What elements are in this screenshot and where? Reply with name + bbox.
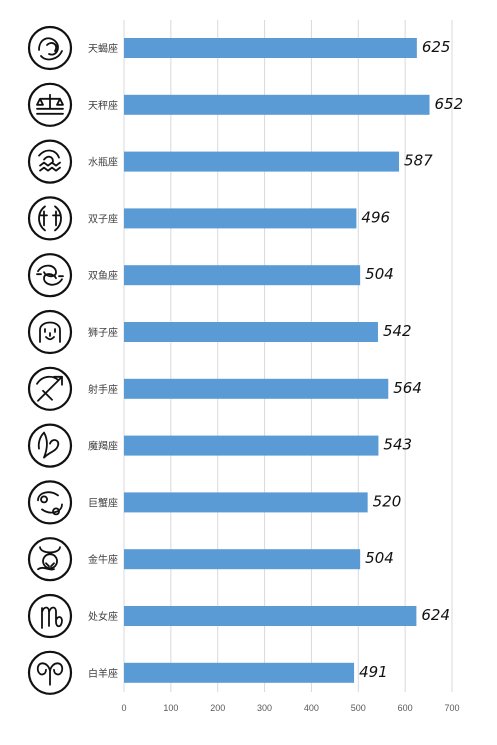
icon-ring	[27, 593, 73, 639]
bar	[124, 549, 361, 570]
bar	[124, 94, 430, 115]
value-label: 587	[404, 152, 433, 170]
value-labels: 625 652 587 496 504 542 564 543 520 504 624 491	[359, 38, 463, 681]
icon-glyph	[37, 431, 60, 459]
value-label: 625	[422, 38, 451, 56]
aries-icon	[27, 650, 73, 695]
virgo-icon	[27, 593, 73, 639]
capricorn-icon	[27, 423, 73, 468]
value-label: 624	[421, 606, 450, 624]
sagittarius-icon	[27, 366, 73, 411]
bar	[124, 662, 355, 683]
value-label: 652	[435, 95, 464, 113]
category-label: 金牛座	[88, 553, 118, 566]
bar	[124, 378, 389, 399]
category-label: 水瓶座	[88, 156, 118, 169]
value-label: 564	[393, 379, 422, 397]
category-label: 天秤座	[88, 99, 118, 112]
category-label: 狮子座	[88, 326, 118, 339]
icon-glyph	[38, 37, 63, 61]
value-label: 504	[365, 549, 394, 567]
category-label: 射手座	[88, 383, 118, 396]
category-label: 巨蟹座	[88, 496, 118, 509]
icon-ring	[27, 139, 73, 184]
icon-ring	[27, 537, 73, 582]
gemini-icon	[27, 196, 73, 241]
icon-ring	[27, 309, 73, 355]
icon-ring	[27, 423, 73, 468]
bars	[124, 38, 430, 683]
icon-glyph	[36, 375, 63, 402]
x-tick-label: 400	[304, 703, 319, 713]
bar	[124, 151, 400, 172]
x-tick-label: 200	[210, 703, 225, 713]
gridlines	[123, 20, 453, 692]
bar	[124, 38, 417, 58]
category-label: 魔羯座	[88, 440, 118, 453]
value-label: 542	[383, 322, 412, 340]
icon-ring	[27, 480, 73, 525]
value-label: 491	[359, 663, 388, 681]
x-tick-label: 300	[257, 703, 272, 713]
libra-icon	[27, 82, 73, 127]
icon-glyph	[38, 149, 61, 172]
x-axis-ticks: 0 100 200 300 400 500 600 700	[121, 703, 459, 713]
x-tick-label: 500	[351, 703, 366, 713]
x-tick-label: 600	[398, 703, 413, 713]
icon-glyph	[36, 93, 64, 115]
category-label: 白羊座	[88, 667, 118, 680]
icon-glyph	[36, 264, 64, 286]
icon-ring	[27, 196, 73, 241]
x-tick-label: 100	[163, 703, 178, 713]
scorpio-icon	[27, 25, 73, 71]
category-label: 天蝎座	[88, 42, 118, 55]
pisces-icon	[27, 253, 73, 298]
bar	[124, 435, 379, 456]
value-label: 520	[373, 492, 402, 510]
value-label: 543	[383, 436, 412, 454]
icon-glyph	[38, 205, 62, 232]
bar	[124, 322, 378, 342]
category-label: 处女座	[88, 610, 118, 623]
aquarius-icon	[27, 139, 73, 184]
icon-glyph	[41, 606, 63, 629]
bar	[124, 492, 368, 513]
icon-glyph	[37, 546, 61, 571]
icon-glyph	[37, 491, 63, 516]
bar	[124, 208, 357, 229]
x-tick-label: 0	[121, 703, 126, 713]
bar	[124, 606, 417, 626]
value-label: 504	[365, 265, 394, 283]
icon-glyph	[39, 321, 61, 343]
zodiac-icons	[27, 25, 73, 695]
category-label: 双鱼座	[88, 269, 118, 282]
category-label: 双子座	[88, 212, 118, 225]
x-tick-label: 700	[444, 703, 459, 713]
bar	[124, 265, 361, 286]
taurus-icon	[27, 537, 73, 582]
icon-ring	[27, 25, 73, 71]
icon-glyph	[36, 662, 64, 686]
value-label: 496	[361, 208, 390, 226]
icon-ring	[27, 253, 73, 298]
cancer-icon	[27, 480, 73, 525]
leo-icon	[27, 309, 73, 355]
